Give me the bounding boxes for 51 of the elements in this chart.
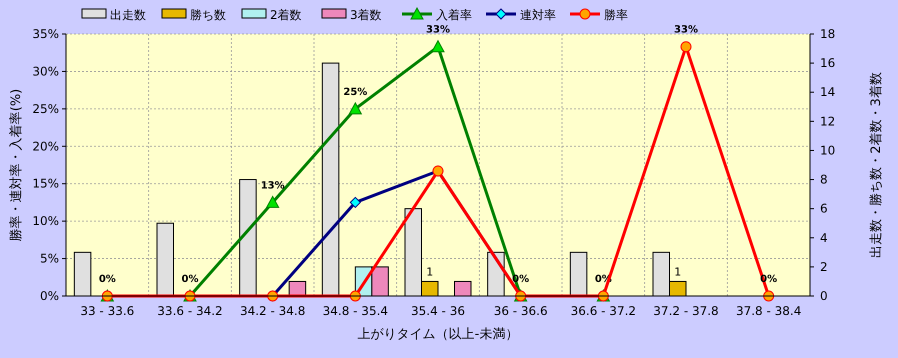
- legend-label: 出走数: [110, 8, 146, 22]
- y-tick-label: 25%: [32, 102, 59, 116]
- y2-tick-label: 2: [820, 260, 828, 274]
- x-tick-label: 34.2 - 34.8: [240, 304, 306, 318]
- x-tick-label: 37.8 - 38.4: [736, 304, 802, 318]
- x-axis-title: 上がりタイム（以上-未満）: [358, 327, 518, 342]
- y-axis-title: 勝率・連対率・入着率(%): [8, 88, 24, 242]
- data-label: 33%: [674, 24, 698, 36]
- point: [348, 102, 362, 114]
- y2-tick-label: 16: [820, 56, 836, 70]
- y-tick-label: 5%: [40, 252, 59, 266]
- data-label: 25%: [343, 86, 368, 98]
- y-tick-label: 20%: [32, 139, 59, 154]
- data-label: 0%: [182, 274, 198, 285]
- data-label: 33%: [426, 24, 450, 36]
- y2-tick-label: 10: [820, 143, 836, 158]
- y-tick-label: 35%: [32, 27, 59, 41]
- x-tick-label: 33.6 - 34.2: [157, 304, 223, 318]
- data-label: 1: [426, 265, 434, 278]
- point: [350, 196, 361, 208]
- y2-tick-label: 12: [820, 114, 836, 128]
- y2-tick-label: 6: [820, 202, 828, 216]
- y-tick-label: 30%: [32, 64, 59, 78]
- y2-tick-label: 0: [820, 289, 828, 303]
- x-tick-label: 33 - 33.6: [80, 304, 134, 318]
- x-tick-label: 36.6 - 37.2: [570, 304, 636, 318]
- legend-label: 2着数: [270, 8, 302, 22]
- y-tick-label: 15%: [32, 176, 59, 191]
- legend-label: 3着数: [350, 8, 382, 22]
- y-tick-label: 0%: [40, 289, 59, 303]
- y-tick-label: 10%: [32, 214, 59, 228]
- point: [432, 40, 444, 52]
- x-tick-label: 34.8 - 35.4: [322, 304, 388, 318]
- y2-tick-label: 8: [820, 172, 828, 187]
- data-label: 1: [674, 265, 682, 278]
- y2-axis-title: 出走数・勝ち数・2着数・3着数: [868, 72, 884, 258]
- point: [763, 290, 774, 302]
- x-tick-label: 37.2 - 37.8: [653, 304, 719, 318]
- y2-tick-label: 18: [820, 27, 836, 41]
- y2-tick-label: 4: [820, 230, 828, 245]
- legend-label: 連対率: [520, 8, 556, 22]
- legend-label: 入着率: [436, 8, 472, 22]
- x-tick-label: 36 - 36.6: [494, 304, 548, 318]
- data-label: 0%: [98, 274, 116, 285]
- point: [266, 196, 280, 208]
- data-label: 13%: [260, 180, 285, 192]
- point: [680, 41, 692, 52]
- legend-label: 勝率: [604, 8, 628, 22]
- legend-label: 勝ち数: [190, 8, 226, 22]
- x-tick-label: 35.4 - 36: [411, 304, 465, 318]
- y2-tick-label: 14: [820, 85, 836, 100]
